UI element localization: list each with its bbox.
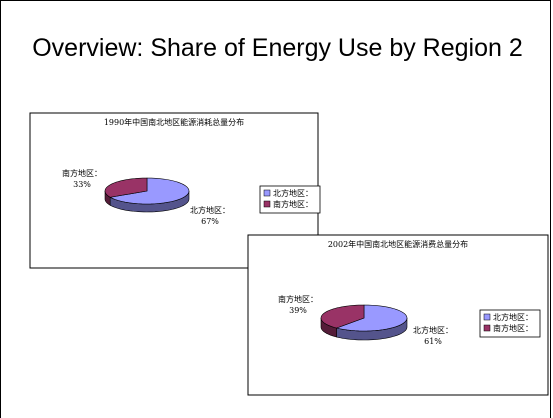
data-label-category: 北方地区： — [413, 325, 453, 335]
slide-title: Overview: Share of Energy Use by Region … — [32, 34, 523, 62]
pie-slice — [320, 304, 365, 329]
data-label-category: 南方地区： — [62, 168, 102, 178]
legend-swatch — [263, 189, 271, 197]
legend-label: 南方地区： — [273, 199, 313, 209]
legend-label: 北方地区： — [273, 188, 313, 198]
data-label-value: 67% — [201, 217, 219, 226]
legend-swatch — [483, 313, 491, 321]
pie-slice — [335, 304, 408, 332]
legend-label: 北方地区： — [493, 312, 533, 322]
legend-label: 南方地区： — [493, 323, 533, 333]
data-label-value: 39% — [289, 306, 307, 315]
legend-swatch — [483, 324, 491, 332]
data-label-value: 61% — [424, 337, 442, 346]
legend-swatch — [263, 200, 271, 208]
data-label-category: 南方地区： — [278, 294, 318, 304]
data-label-value: 33% — [73, 180, 91, 189]
chart-title: 1990年中国南北地区能源消耗总量分布 — [104, 117, 244, 127]
pie-slice — [109, 177, 190, 205]
data-label-category: 北方地区： — [190, 205, 230, 215]
pie-slice — [104, 177, 148, 198]
chart-title: 2002年中国南北地区能源消费总量分布 — [328, 239, 468, 249]
